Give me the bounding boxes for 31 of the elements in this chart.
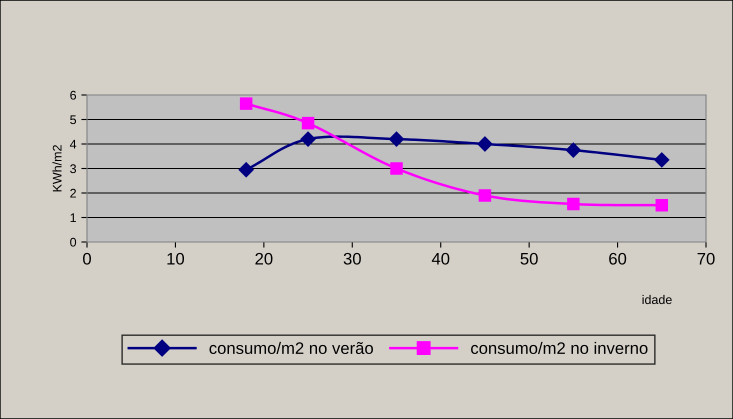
point bbox=[388, 132, 404, 147]
x-tick-label: 40 bbox=[432, 252, 450, 265]
point bbox=[656, 199, 668, 212]
x-tick-label: 50 bbox=[520, 252, 538, 265]
y-tick-label: 0 bbox=[70, 238, 76, 247]
point bbox=[302, 116, 314, 130]
y-tick-label: 4 bbox=[70, 140, 76, 149]
legend-label: consumo/m2 no inverno bbox=[471, 342, 648, 354]
y-tick-label: 5 bbox=[70, 115, 76, 124]
x-tick-label: 0 bbox=[83, 252, 91, 265]
point bbox=[390, 162, 403, 175]
point bbox=[478, 189, 492, 202]
point bbox=[477, 136, 492, 152]
x-tick-label: 30 bbox=[344, 252, 361, 265]
x-tick-label: 10 bbox=[167, 252, 184, 265]
legend-label: consumo/m2 no verão bbox=[209, 342, 373, 354]
y-tick-label: 2 bbox=[70, 188, 76, 198]
point bbox=[238, 162, 254, 178]
y-tick-label: 1 bbox=[70, 213, 76, 222]
x-tick-label: 70 bbox=[698, 252, 715, 265]
y-tick-label: 6 bbox=[70, 90, 76, 100]
point bbox=[567, 198, 580, 210]
y-tick-label: 3 bbox=[70, 164, 76, 174]
y-axis-title: KWh/m2 bbox=[52, 145, 62, 192]
x-tick-label: 60 bbox=[609, 252, 626, 265]
point bbox=[240, 97, 252, 110]
x-tick-label: 20 bbox=[255, 252, 272, 265]
x-axis-title: idade bbox=[642, 294, 672, 304]
point bbox=[566, 142, 581, 158]
point bbox=[654, 152, 670, 168]
point bbox=[300, 132, 316, 147]
